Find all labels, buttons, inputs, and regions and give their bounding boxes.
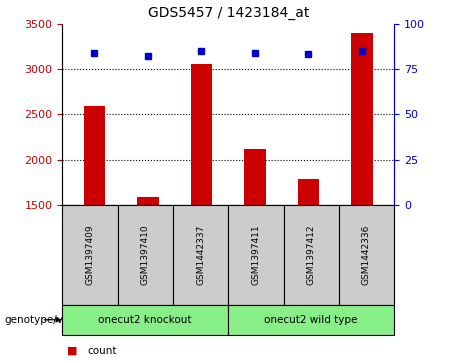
Text: count: count: [88, 346, 117, 356]
Text: onecut2 wild type: onecut2 wild type: [265, 315, 358, 325]
Text: onecut2 knockout: onecut2 knockout: [99, 315, 192, 325]
Text: GSM1397411: GSM1397411: [251, 225, 260, 285]
Text: GSM1442336: GSM1442336: [362, 225, 371, 285]
Text: GSM1397412: GSM1397412: [307, 225, 316, 285]
Text: GSM1397409: GSM1397409: [85, 225, 95, 285]
Title: GDS5457 / 1423184_at: GDS5457 / 1423184_at: [148, 6, 309, 20]
Bar: [244, 149, 266, 205]
Bar: [298, 179, 319, 205]
Bar: [83, 106, 105, 205]
Bar: [137, 197, 159, 205]
Bar: [191, 65, 212, 205]
Text: genotype/variation: genotype/variation: [5, 315, 104, 325]
Text: GSM1397410: GSM1397410: [141, 225, 150, 285]
Text: GSM1442337: GSM1442337: [196, 225, 205, 285]
Bar: [351, 33, 373, 205]
Text: ■: ■: [67, 346, 77, 356]
